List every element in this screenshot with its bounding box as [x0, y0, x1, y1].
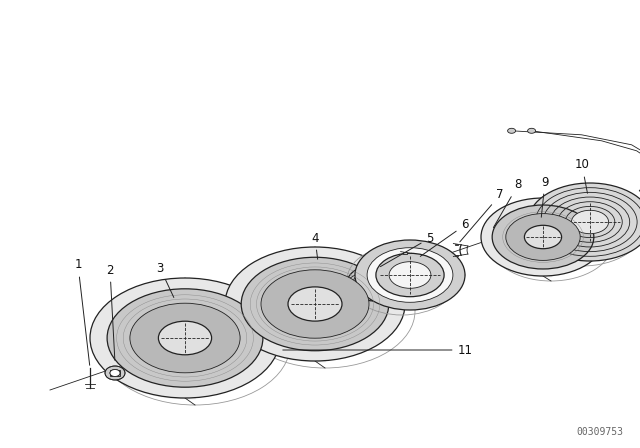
Text: 8: 8	[493, 178, 522, 228]
Ellipse shape	[105, 366, 125, 380]
Ellipse shape	[527, 128, 536, 134]
Ellipse shape	[225, 247, 405, 361]
Ellipse shape	[481, 198, 605, 276]
Bar	[403, 268, 407, 271]
Bar	[403, 252, 407, 254]
Text: 11: 11	[283, 344, 472, 357]
Bar	[404, 289, 406, 290]
Bar	[518, 242, 527, 248]
Ellipse shape	[261, 270, 369, 338]
Ellipse shape	[288, 287, 342, 321]
Ellipse shape	[572, 210, 609, 234]
Ellipse shape	[522, 224, 564, 250]
Text: 3: 3	[156, 262, 174, 297]
Text: 5: 5	[380, 232, 434, 267]
Ellipse shape	[110, 370, 120, 376]
Ellipse shape	[376, 253, 444, 297]
Text: 6: 6	[420, 219, 468, 256]
Bar	[455, 255, 458, 257]
Ellipse shape	[524, 225, 562, 249]
Ellipse shape	[110, 370, 120, 376]
Ellipse shape	[389, 262, 431, 289]
Bar	[404, 276, 406, 277]
Bar	[110, 370, 120, 376]
Text: 7: 7	[460, 189, 504, 242]
Ellipse shape	[152, 317, 218, 359]
Ellipse shape	[284, 284, 346, 324]
Ellipse shape	[528, 183, 640, 261]
Ellipse shape	[107, 289, 263, 387]
Text: 10: 10	[575, 159, 589, 193]
Ellipse shape	[159, 321, 212, 355]
Text: 1: 1	[74, 258, 90, 365]
Ellipse shape	[355, 240, 465, 310]
Ellipse shape	[492, 205, 594, 269]
Text: 4: 4	[311, 232, 319, 259]
Text: 9: 9	[541, 176, 548, 217]
Ellipse shape	[506, 214, 580, 260]
Ellipse shape	[90, 278, 280, 398]
Ellipse shape	[367, 248, 453, 302]
Ellipse shape	[241, 257, 389, 351]
Bar	[455, 244, 458, 245]
Text: 00309753: 00309753	[577, 427, 623, 437]
Ellipse shape	[130, 303, 240, 373]
Text: 2: 2	[106, 263, 115, 360]
Ellipse shape	[508, 128, 516, 134]
